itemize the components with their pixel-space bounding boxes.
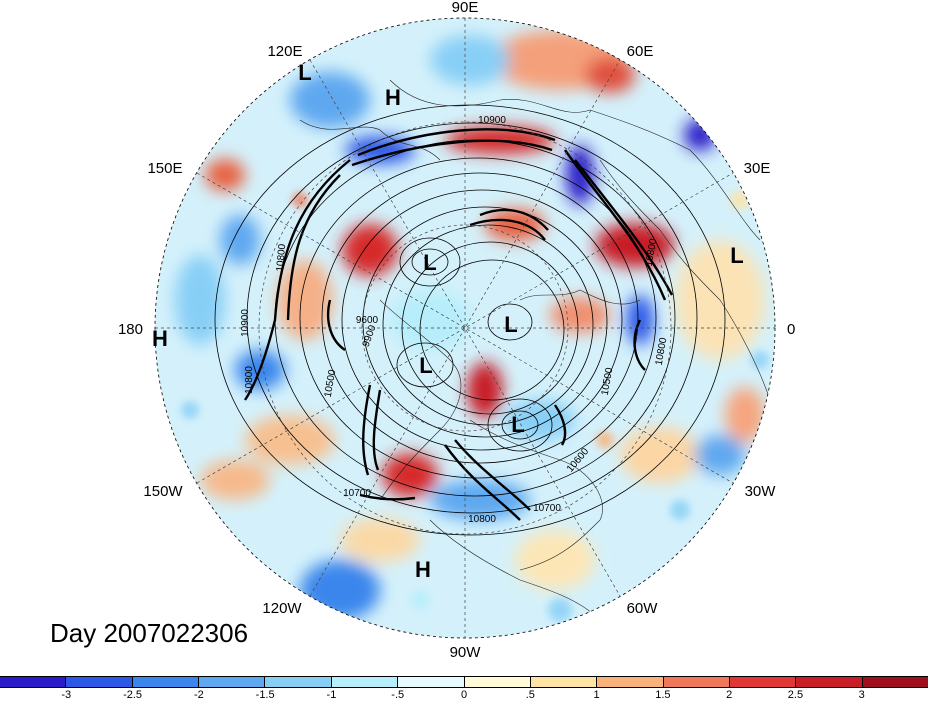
- colorbar-segment: [66, 677, 133, 687]
- pressure-system-marker: L: [504, 312, 517, 337]
- colorbar-segment: [862, 677, 928, 687]
- colorbar-segment: [597, 677, 664, 687]
- colorbar-segment: [0, 677, 67, 687]
- contour-labels: 10900 10800 10800 10700 10600 10500 1080…: [240, 115, 669, 525]
- colorbar-tick-label: -2.5: [123, 689, 143, 701]
- contour-label: 10900: [240, 309, 251, 337]
- colorbar-tick-label: -.5: [391, 689, 405, 701]
- lon-label-30e: 30E: [744, 160, 771, 177]
- colorbar-tick-label: .5: [525, 689, 535, 701]
- colorbar-tick-label: -1: [326, 689, 337, 701]
- longitude-labels: 90E 60E 30E 0 30W 60W 90W 120W 150W 180 …: [118, 0, 795, 661]
- lon-label-120e: 120E: [267, 43, 302, 60]
- contour-label: 10800: [244, 366, 255, 394]
- lon-label-90w: 90W: [450, 644, 482, 661]
- colorbar-tick-label: 0: [460, 689, 468, 701]
- pressure-system-marker: L: [298, 60, 311, 85]
- contour-label: 10700: [533, 503, 561, 514]
- lon-label-150w: 150W: [143, 483, 183, 500]
- colorbar-tick-label: -1.5: [255, 689, 275, 701]
- colorbar-segment: [530, 677, 598, 687]
- colorbar-tick-label: -2: [193, 689, 204, 701]
- map-boundary: [154, 17, 776, 639]
- colorbar-segment: [265, 677, 332, 687]
- pressure-system-marker: L: [419, 353, 432, 378]
- colorbar-tick-label: 1: [593, 689, 600, 701]
- pressure-system-marker: H: [415, 557, 431, 582]
- colorbar-segment: [132, 677, 200, 687]
- jet-contours: [244, 128, 674, 521]
- contour-label: 10700: [343, 488, 371, 499]
- colorbar-segment: [398, 677, 465, 687]
- colorbar-tick-label: 2: [726, 689, 733, 701]
- contour-label: 10800: [468, 514, 496, 525]
- graticule: [155, 18, 775, 638]
- lon-label-150e: 150E: [147, 160, 182, 177]
- lon-label-90e: 90E: [452, 0, 479, 16]
- colorbar-segment: [796, 677, 863, 687]
- pressure-system-marker: H: [385, 85, 401, 110]
- lon-label-60w: 60W: [627, 600, 659, 617]
- contour-label: 9600: [356, 315, 379, 326]
- anomaly-speckle: [181, 190, 769, 622]
- colorbar-tick-label: 2.5: [787, 689, 804, 701]
- lon-label-30w: 30W: [745, 483, 777, 500]
- colorbar-segment: [729, 677, 797, 687]
- pressure-system-marker: L: [730, 243, 743, 268]
- colorbar-segment: [331, 677, 399, 687]
- contour-label: 10500: [600, 366, 616, 396]
- colorbar-segment: [663, 677, 730, 687]
- colorbar-segment: [199, 677, 266, 687]
- colorbar-tick-label: 3: [858, 689, 865, 701]
- coastlines: [299, 79, 771, 621]
- contour-label: 10900: [478, 115, 506, 126]
- pressure-system-marker: L: [511, 412, 524, 437]
- lon-label-120w: 120W: [262, 600, 302, 617]
- colorbar: [0, 676, 928, 688]
- pressure-system-marker: H: [152, 326, 168, 351]
- contour-label: 10800: [654, 336, 670, 366]
- lon-label-60e: 60E: [627, 43, 654, 60]
- contour-label: 10800: [644, 237, 660, 267]
- contour-label: 10500: [323, 368, 339, 398]
- contour-label: 10800: [275, 243, 288, 272]
- colorbar-tick-label: 1.5: [655, 689, 671, 701]
- lon-label-180: 180: [118, 321, 143, 338]
- pressure-systems: L H L L L L L H H: [152, 60, 744, 582]
- colorbar-segment: [464, 677, 531, 687]
- pressure-system-marker: L: [423, 250, 436, 275]
- colorbar-tick-label: -3: [61, 689, 72, 701]
- day-label: Day 2007022306: [50, 618, 249, 648]
- lon-label-0: 0: [787, 321, 795, 338]
